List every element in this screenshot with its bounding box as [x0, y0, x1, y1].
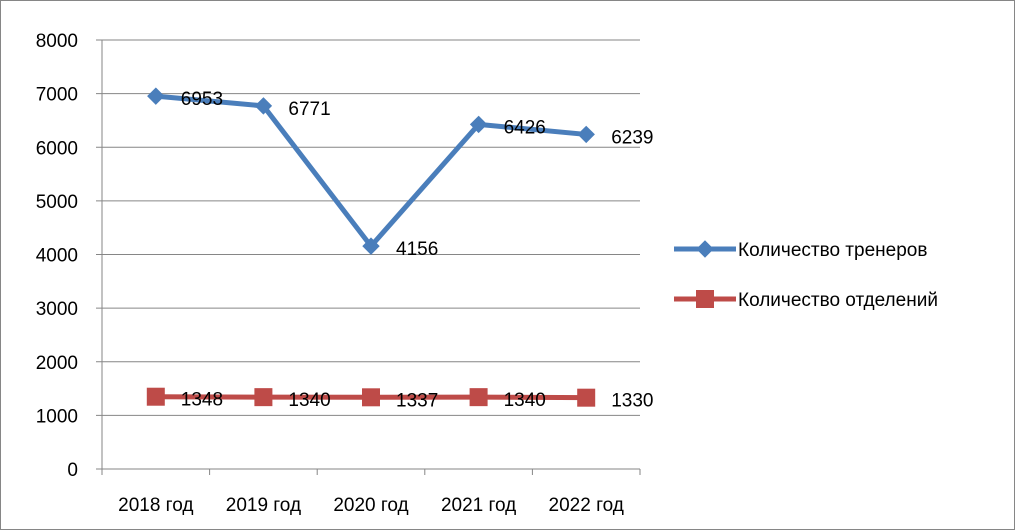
y-tick-label: 1000: [36, 406, 78, 427]
data-label-trainers: 6426: [504, 117, 546, 138]
data-point-departments: [577, 388, 596, 407]
y-tick-label: 5000: [36, 192, 78, 213]
y-tick-labels: 0 1000 2000 3000 4000 5000 6000 7000 8000: [36, 31, 78, 481]
data-label-departments: 1348: [181, 390, 223, 411]
x-tick-label: 2020 год: [333, 495, 408, 516]
y-tick-label: 6000: [36, 138, 78, 159]
data-label-trainers: 6771: [288, 99, 330, 120]
y-tick-label: 0: [67, 460, 78, 481]
data-labels: 6953 6771 4156 6426 6239 1348 1340 1337 1340 1330: [181, 89, 654, 412]
legend-label-departments: Количество отделений: [738, 290, 938, 311]
data-point-departments: [254, 388, 273, 407]
data-label-departments: 1337: [396, 390, 438, 411]
y-tick-label: 4000: [36, 246, 78, 267]
x-tick-label: 2019 год: [226, 495, 301, 516]
data-point-trainers: [469, 115, 488, 134]
legend-marker-departments: [696, 290, 714, 308]
data-label-departments: 1330: [611, 391, 653, 412]
x-tick-labels: 2018 год 2019 год 2020 год 2021 год 2022 год: [118, 495, 624, 516]
series: [146, 87, 596, 407]
data-label-trainers: 6239: [611, 127, 653, 148]
data-label-departments: 1340: [504, 390, 546, 411]
data-label-trainers: 6953: [181, 89, 223, 110]
data-point-trainers: [147, 87, 165, 105]
legend-label-trainers: Количество тренеров: [738, 240, 927, 261]
y-tick-label: 8000: [36, 31, 78, 52]
y-tick-label: 2000: [36, 353, 78, 374]
data-label-departments: 1340: [288, 390, 330, 411]
x-tick-label: 2021 год: [441, 495, 516, 516]
y-tick-label: 3000: [36, 299, 78, 320]
gridlines: [102, 39, 640, 416]
axes: [96, 39, 641, 475]
y-tick-label: 7000: [36, 85, 78, 106]
data-point-departments: [146, 387, 165, 406]
data-point-departments: [362, 388, 380, 407]
legend: Количество тренеров Количество отделений: [674, 240, 938, 311]
data-label-trainers: 4156: [396, 239, 438, 260]
x-tick-label: 2022 год: [549, 495, 624, 516]
legend-marker-trainers: [696, 240, 714, 258]
x-tick-label: 2018 год: [118, 495, 193, 516]
data-point-trainers: [577, 125, 595, 144]
data-point-trainers: [254, 97, 273, 115]
data-point-departments: [469, 388, 488, 407]
data-point-trainers: [362, 237, 380, 255]
